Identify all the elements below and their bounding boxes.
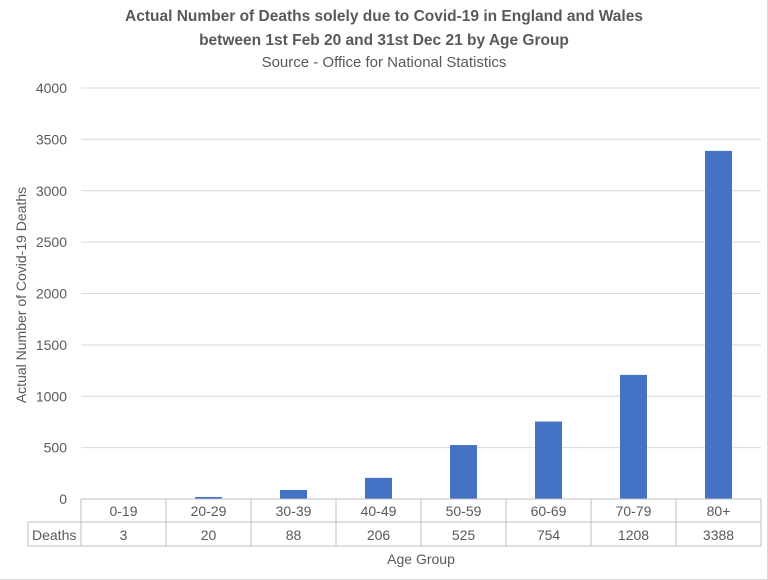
y-tick-label: 4000 xyxy=(36,80,67,96)
chart-title: Actual Number of Deaths solely due to Co… xyxy=(125,8,643,25)
data-table-value: 206 xyxy=(367,527,391,543)
data-table-series-name: Deaths xyxy=(32,527,76,543)
data-table-value: 20 xyxy=(201,527,217,543)
bar xyxy=(195,496,222,499)
data-table-value: 3 xyxy=(120,527,128,543)
bar xyxy=(365,477,392,499)
y-tick-label: 2000 xyxy=(36,286,67,302)
x-tick-label: 70-79 xyxy=(616,503,652,519)
bar xyxy=(705,150,732,499)
x-tick-label: 80+ xyxy=(707,503,731,519)
data-table-value: 754 xyxy=(537,527,561,543)
y-tick-label: 3500 xyxy=(36,131,67,147)
x-tick-label: 40-49 xyxy=(361,503,397,519)
x-tick-label: 50-59 xyxy=(446,503,482,519)
y-tick-label: 2500 xyxy=(36,234,67,250)
x-tick-label: 30-39 xyxy=(276,503,312,519)
data-table-value: 1208 xyxy=(618,527,649,543)
data-table-value: 3388 xyxy=(703,527,734,543)
y-tick-label: 3000 xyxy=(36,183,67,199)
y-tick-label: 500 xyxy=(44,440,68,456)
y-tick-label: 1500 xyxy=(36,337,67,353)
x-tick-label: 20-29 xyxy=(191,503,227,519)
bar xyxy=(535,421,562,499)
bar xyxy=(280,489,307,499)
data-table-value: 525 xyxy=(452,527,476,543)
bar xyxy=(450,445,477,499)
x-tick-label: 0-19 xyxy=(109,503,137,519)
x-tick-label: 60-69 xyxy=(531,503,567,519)
chart-title-line2: between 1st Feb 20 and 31st Dec 21 by Ag… xyxy=(199,32,569,49)
bar xyxy=(620,374,647,499)
data-table-value: 88 xyxy=(286,527,302,543)
x-axis-label: Age Group xyxy=(387,551,455,567)
y-tick-label: 0 xyxy=(59,491,67,507)
y-tick-label: 1000 xyxy=(36,388,67,404)
chart-subtitle: Source - Office for National Statistics xyxy=(261,54,507,71)
